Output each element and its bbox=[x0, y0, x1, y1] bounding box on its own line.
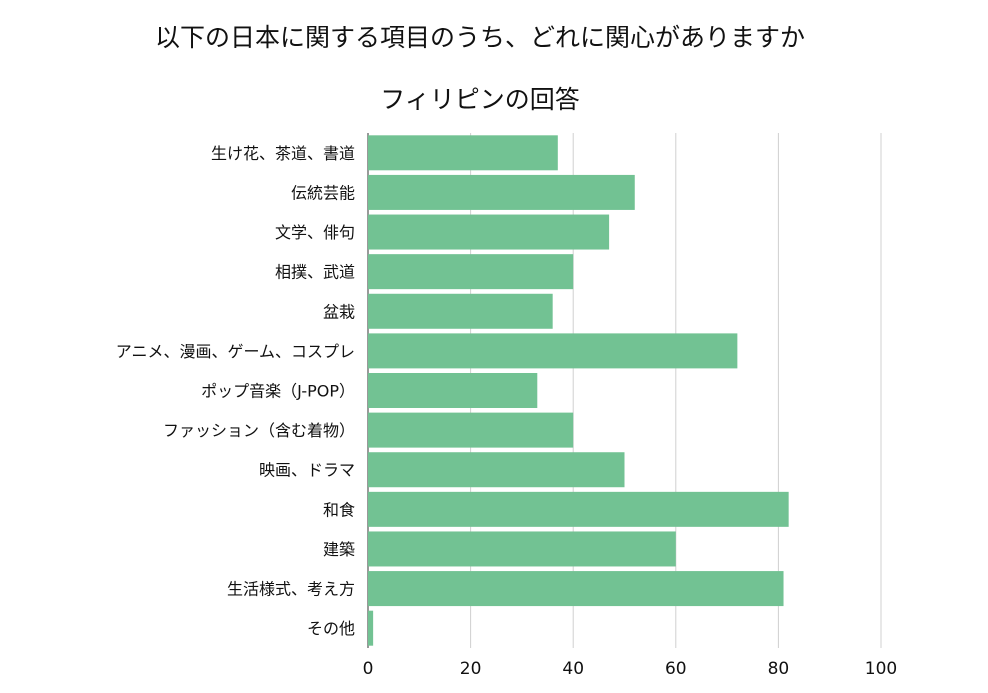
chart-subtitle: フィリピンの回答 bbox=[380, 85, 580, 114]
category-label: ファッション（含む着物） bbox=[163, 421, 355, 440]
bar bbox=[368, 254, 574, 290]
category-label: 文学、俳句 bbox=[275, 223, 355, 242]
bar bbox=[368, 491, 789, 527]
bar bbox=[368, 610, 374, 646]
bar bbox=[368, 333, 738, 369]
bar bbox=[368, 293, 553, 329]
category-label: 盆栽 bbox=[323, 302, 355, 321]
category-label: 生け花、茶道、書道 bbox=[211, 144, 355, 163]
category-label: 生活様式、考え方 bbox=[227, 580, 355, 599]
category-label: 映画、ドラマ bbox=[259, 461, 355, 480]
bar bbox=[368, 571, 784, 607]
bar bbox=[368, 373, 538, 408]
x-tick-label: 20 bbox=[460, 659, 482, 679]
category-label: 和食 bbox=[323, 500, 355, 519]
category-label: 相撲、武道 bbox=[275, 263, 355, 282]
bar bbox=[368, 531, 676, 567]
bar bbox=[368, 412, 574, 448]
category-label: ポップ音楽（J-POP） bbox=[201, 382, 355, 401]
category-label: 建築 bbox=[323, 540, 355, 559]
chart-title: 以下の日本に関する項目のうち、どれに関心がありますか bbox=[154, 23, 805, 52]
x-tick-label: 40 bbox=[562, 659, 584, 679]
category-label: アニメ、漫画、ゲーム、コスプレ bbox=[116, 342, 355, 361]
bar bbox=[368, 135, 558, 171]
x-tick-label: 60 bbox=[665, 659, 687, 679]
bar bbox=[368, 174, 635, 210]
category-label: 伝統芸能 bbox=[291, 183, 355, 202]
x-tick-label: 80 bbox=[768, 659, 790, 679]
x-tick-label: 100 bbox=[865, 659, 897, 679]
bar bbox=[368, 452, 625, 488]
category-label: その他 bbox=[307, 619, 355, 638]
bar bbox=[368, 214, 610, 250]
x-tick-label: 0 bbox=[363, 659, 374, 679]
